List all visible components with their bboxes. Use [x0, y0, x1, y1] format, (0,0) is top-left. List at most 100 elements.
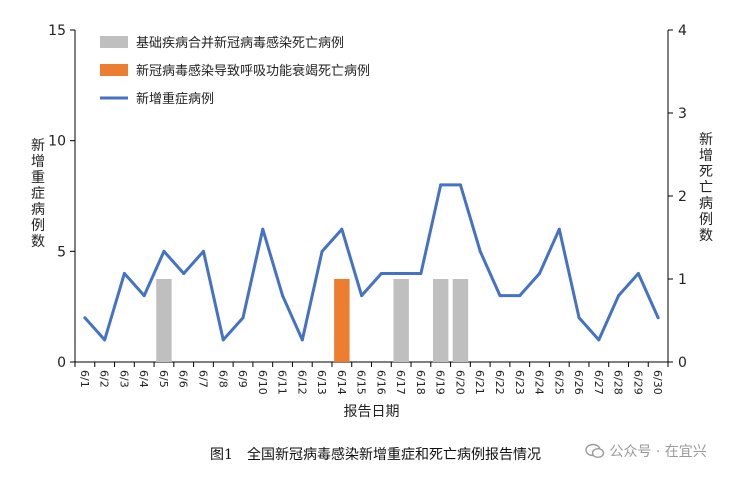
line-point — [597, 338, 601, 342]
line-point — [320, 249, 324, 253]
x-tick-label: 6/25 — [552, 370, 565, 395]
bar — [334, 279, 350, 362]
bars — [156, 279, 469, 362]
bar — [393, 279, 409, 362]
legend-label: 新冠病毒感染导致呼吸功能衰竭死亡病例 — [136, 63, 370, 79]
left-tick-label: 0 — [57, 355, 66, 371]
x-tick-label: 6/10 — [256, 370, 269, 395]
line-point — [182, 271, 186, 275]
series-line — [83, 183, 660, 342]
line-series — [83, 183, 660, 342]
line-point — [379, 271, 383, 275]
right-tick-label: 4 — [678, 23, 687, 39]
line-point — [538, 271, 542, 275]
legend-swatch — [100, 64, 128, 76]
x-tick-label: 6/23 — [513, 370, 526, 395]
line-point — [419, 271, 423, 275]
legend-label: 基础疾病合并新冠病毒感染死亡病例 — [136, 35, 344, 51]
x-tick-label: 6/8 — [216, 370, 229, 388]
axis-title-char: 数 — [699, 228, 713, 244]
line-point — [439, 183, 443, 187]
x-tick-label: 6/4 — [137, 370, 150, 388]
line-point — [122, 271, 126, 275]
left-tick-label: 5 — [57, 244, 66, 260]
axis-title-char: 增 — [31, 154, 45, 170]
x-tick-label: 6/14 — [335, 370, 348, 395]
wechat-icon — [585, 443, 605, 459]
bar — [156, 279, 172, 362]
figure-caption: 图1 全国新冠病毒感染新增重症和死亡病例报告情况 — [210, 447, 541, 463]
legend-label: 新增重症病例 — [136, 91, 214, 107]
line-point — [617, 294, 621, 298]
right-tick-label: 3 — [678, 106, 687, 122]
bar — [432, 279, 449, 362]
watermark-text: 公众号 · 在宜兴 — [609, 444, 707, 460]
x-tick-label: 6/28 — [612, 370, 625, 395]
line-point — [636, 271, 640, 275]
x-tick-label: 6/9 — [236, 370, 249, 388]
x-tick-label: 6/22 — [493, 370, 506, 395]
line-point — [281, 294, 285, 298]
left-tick-label: 15 — [48, 23, 66, 39]
axis-title-char: 病 — [31, 202, 45, 218]
x-tick-label: 6/5 — [157, 370, 170, 388]
axis-title-char: 症 — [31, 186, 45, 202]
x-tick-label: 6/1 — [78, 370, 91, 388]
axis-title-char: 死 — [699, 164, 713, 180]
axis-title-char: 数 — [31, 234, 45, 250]
line-point — [518, 294, 522, 298]
right-tick-label: 0 — [678, 355, 687, 371]
x-axis-title: 报告日期 — [344, 404, 400, 420]
x-tick-label: 6/13 — [315, 370, 328, 395]
x-tick-label: 6/18 — [414, 370, 427, 395]
axis-title-char: 增 — [699, 148, 713, 164]
line-point — [162, 249, 166, 253]
axis-title-char: 重 — [31, 170, 45, 186]
axis-title-char: 新 — [31, 138, 45, 154]
bar — [452, 279, 469, 362]
x-tick-label: 6/7 — [196, 370, 209, 388]
axis-title-char: 例 — [31, 218, 45, 234]
right-tick-label: 2 — [678, 189, 687, 205]
line-point — [577, 316, 581, 320]
line-point — [261, 227, 265, 231]
line-point — [360, 294, 364, 298]
line-point — [340, 227, 344, 231]
x-tick-label: 6/16 — [374, 370, 387, 395]
line-point — [103, 338, 107, 342]
chart: 0 5 10 15 0 1 2 3 4 6/1 6/2 6/3 6/4 6/5 6/6 6/7 6/8 6/9 6/… — [31, 23, 713, 420]
watermark: 公众号 · 在宜兴 — [585, 441, 707, 461]
axis-title-char: 新 — [699, 132, 713, 148]
x-tick-label: 6/19 — [434, 370, 447, 395]
x-tick-label: 6/12 — [295, 370, 308, 395]
x-tick-label: 6/15 — [355, 370, 368, 395]
x-tick-label: 6/11 — [276, 370, 289, 395]
line-point — [656, 316, 660, 320]
x-tick-label: 6/2 — [98, 370, 111, 388]
x-tick-label: 6/20 — [453, 370, 466, 395]
legend-swatch — [100, 36, 128, 48]
right-tick-label: 1 — [678, 272, 687, 288]
line-point — [478, 249, 482, 253]
line-point — [300, 338, 304, 342]
x-tick-label: 6/17 — [394, 370, 407, 395]
axes: 0 5 10 15 0 1 2 3 4 6/1 6/2 6/3 6/4 6/5 6/6 6/7 6/8 6/9 6/… — [48, 23, 687, 395]
line-point — [557, 227, 561, 231]
line-point — [142, 294, 146, 298]
x-tick-label: 6/27 — [592, 370, 605, 395]
line-point — [201, 249, 205, 253]
axis-title-char: 病 — [699, 196, 713, 212]
x-tick-label: 6/30 — [651, 370, 664, 395]
x-tick-label: 6/3 — [117, 370, 130, 388]
line-point — [83, 316, 87, 320]
axis-title-char: 亡 — [699, 180, 713, 196]
axis-title-char: 例 — [699, 212, 713, 228]
line-point — [458, 183, 462, 187]
x-tick-label: 6/6 — [177, 370, 190, 388]
x-tick-label: 6/26 — [572, 370, 585, 395]
x-tick-label: 6/24 — [533, 370, 546, 395]
